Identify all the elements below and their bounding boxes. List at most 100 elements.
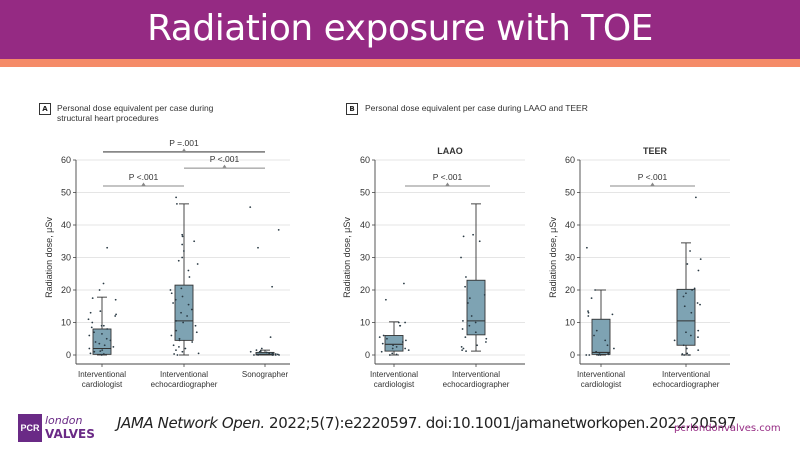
website-url[interactable]: pcrlondonvalves.com xyxy=(674,423,781,434)
x-tick-label: cardiologist xyxy=(82,380,123,389)
data-point xyxy=(106,328,109,330)
data-point xyxy=(587,310,589,313)
citation-journal: JAMA Network Open. xyxy=(117,414,265,432)
data-point xyxy=(688,354,690,356)
data-point xyxy=(181,256,184,259)
y-tick-label: 40 xyxy=(61,220,71,230)
box-iqr xyxy=(676,288,696,346)
significance-marker xyxy=(141,182,146,186)
data-point xyxy=(464,336,467,339)
y-axis-label: Radiation dose, μSv xyxy=(342,217,352,298)
data-point xyxy=(699,303,701,306)
data-point xyxy=(682,344,685,347)
data-point xyxy=(613,347,615,350)
data-point xyxy=(381,342,384,345)
data-point xyxy=(467,302,469,304)
y-tick-label: 60 xyxy=(565,155,575,165)
data-point xyxy=(693,287,696,290)
data-point xyxy=(686,263,689,265)
data-point xyxy=(404,339,407,342)
data-point xyxy=(404,347,407,350)
y-tick-label: 40 xyxy=(360,220,370,230)
data-point xyxy=(683,305,686,308)
p-value-label: P <.001 xyxy=(129,172,159,182)
x-tick-label: Interventional xyxy=(577,370,625,379)
data-point xyxy=(178,337,181,340)
y-tick-label: 50 xyxy=(61,188,71,198)
data-point xyxy=(177,259,180,262)
data-point xyxy=(175,319,177,322)
data-point xyxy=(191,341,194,343)
data-point xyxy=(102,324,105,327)
data-point xyxy=(382,334,385,337)
p-value-label: P <.001 xyxy=(638,172,668,182)
data-point xyxy=(186,315,188,317)
data-point xyxy=(101,332,103,335)
significance-marker xyxy=(650,182,655,186)
data-point xyxy=(194,324,197,327)
data-point xyxy=(697,329,700,332)
data-point xyxy=(105,337,108,340)
data-point xyxy=(175,349,177,352)
data-point xyxy=(485,337,488,340)
data-point xyxy=(468,324,471,327)
data-point xyxy=(115,313,117,316)
data-point xyxy=(392,344,394,347)
data-point xyxy=(478,240,481,243)
p-value-label: P =.001 xyxy=(169,138,199,148)
data-point xyxy=(485,341,487,343)
data-point xyxy=(260,347,263,350)
data-point xyxy=(102,353,105,355)
data-point xyxy=(690,311,693,314)
data-point xyxy=(187,269,190,272)
data-point xyxy=(170,292,173,295)
data-point xyxy=(699,258,702,261)
y-tick-label: 20 xyxy=(61,285,71,295)
data-point xyxy=(474,331,477,334)
data-point xyxy=(588,354,591,356)
data-point xyxy=(100,354,103,356)
data-point xyxy=(94,341,97,343)
data-point xyxy=(99,350,102,352)
title-banner: Radiation exposure with TOE xyxy=(0,0,800,59)
chart-a: 0 10 20 30 40 50 60 Radiation dose, μSv Interven… xyxy=(44,138,290,389)
data-point xyxy=(87,318,90,321)
data-point xyxy=(103,344,106,347)
data-point xyxy=(269,336,272,339)
data-point xyxy=(386,337,388,340)
logo-pcr-mark: PCR xyxy=(18,414,42,442)
data-point xyxy=(88,347,91,350)
data-point xyxy=(395,345,398,348)
data-point xyxy=(587,315,590,317)
data-point xyxy=(257,246,259,249)
data-point xyxy=(689,250,691,252)
data-point xyxy=(93,331,95,334)
x-tick-label: echocardiographer xyxy=(151,380,218,389)
data-point xyxy=(176,202,178,205)
data-point xyxy=(255,349,258,352)
chart-b-laao: 0 10 20 30 40 50 60 Radiation dose, μSv LAAO Inte… xyxy=(342,146,525,389)
data-point xyxy=(694,196,697,199)
data-point xyxy=(685,292,687,295)
panel-b-label: B xyxy=(346,103,358,115)
data-point xyxy=(606,344,609,347)
box-iqr xyxy=(255,351,275,356)
data-point xyxy=(461,349,464,352)
x-tick-label: Sonographer xyxy=(242,370,289,379)
data-point xyxy=(272,354,274,356)
y-tick-label: 30 xyxy=(360,253,370,263)
data-point xyxy=(593,334,595,337)
y-tick-label: 0 xyxy=(66,350,71,360)
data-point xyxy=(90,326,93,329)
data-point xyxy=(598,353,601,355)
y-tick-label: 60 xyxy=(360,155,370,165)
data-point xyxy=(268,352,271,355)
data-point xyxy=(682,295,685,298)
data-point xyxy=(462,235,465,238)
data-point xyxy=(585,246,588,249)
data-point xyxy=(403,282,405,285)
data-point xyxy=(691,289,693,291)
y-tick-label: 30 xyxy=(61,253,71,263)
